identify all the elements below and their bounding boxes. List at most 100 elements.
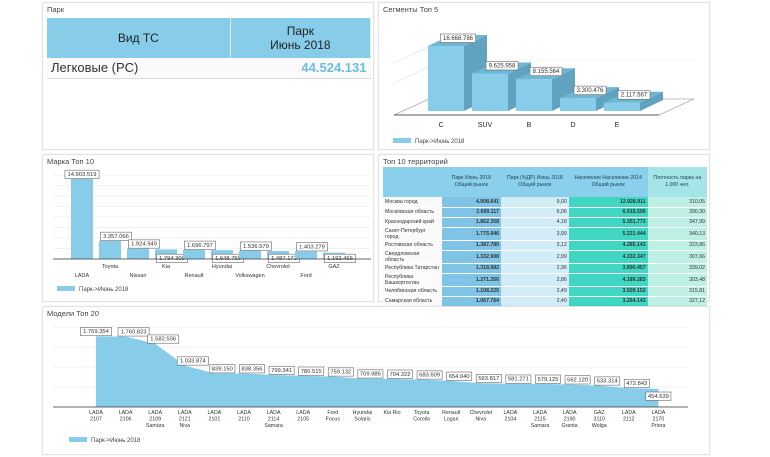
category-label: LADA <box>267 410 281 416</box>
legend-label: Парк->Июнь 2018 <box>91 438 141 444</box>
table-cell: Республика Татарстан <box>383 263 442 274</box>
point-value-label: 1.033.874 <box>180 359 207 365</box>
bar-value-label-box <box>240 241 272 251</box>
table-row: Республика Башкортостан 1.271.356 2,86 4.18… <box>383 273 707 287</box>
bar-value-label: 1.924.949 <box>131 242 157 248</box>
column-header: Парк (%ДР) Июнь 2018 Общий рынок <box>501 167 569 197</box>
col-vehicle-type: Вид ТС <box>47 18 231 58</box>
category-label: Wolga <box>592 423 607 429</box>
segments-title: Сегменты Топ 5 <box>383 5 439 14</box>
table-cell: 2,96 <box>501 263 569 274</box>
legend-swatch <box>393 138 411 143</box>
category-label: Toyota <box>414 410 430 416</box>
category-label: C <box>438 122 443 129</box>
point-value-label: 799.341 <box>271 368 292 374</box>
bar-value-label-box <box>573 85 607 95</box>
bar-value-label-box <box>64 169 100 179</box>
table-cell: 4.008.641 <box>441 197 502 208</box>
table-cell: 3.890.457 <box>568 263 648 274</box>
category-label: 2110 <box>238 417 249 423</box>
table-cell: 1.271.356 <box>441 273 502 287</box>
column-header: Парк Июнь 2018 Общий рынок <box>441 167 502 197</box>
table-cell: 1.862.358 <box>441 217 502 228</box>
bar <box>295 251 317 259</box>
bar-value-label-box <box>296 242 328 252</box>
table-cell: 1.387.780 <box>441 240 502 251</box>
category-label: Priora <box>651 423 665 429</box>
column-header: Плотность парка на 1.000 чел. <box>647 167 707 197</box>
bar-value-label: 1.403.279 <box>299 244 325 250</box>
point-value-label: 780.515 <box>301 369 322 375</box>
table-row: Самарская область 1.067.764 2,40 3.264.143 3… <box>383 296 707 307</box>
segments-panel: Сегменты Топ 5 16.668.786 C 9.625.958 SUV 8.… <box>378 2 710 150</box>
table-row: Краснодарский край 1.862.358 4,18 5.351.773… <box>383 217 707 228</box>
table-cell: 3,99 <box>501 227 569 241</box>
bar-value-label: 14.903.519 <box>67 172 96 178</box>
point-value-label: 593.817 <box>478 376 499 382</box>
category-label: 2105 <box>297 417 309 423</box>
category-label: 2101 <box>209 417 221 423</box>
point-value-label: 704.322 <box>390 372 411 378</box>
point-value-label: 839.150 <box>212 366 233 372</box>
bar-side <box>640 91 663 111</box>
category-label: 3110 <box>594 417 605 423</box>
gridline <box>393 46 430 64</box>
table-cell: 1.318.982 <box>441 263 502 274</box>
park-title: Парк <box>47 5 65 14</box>
bar <box>428 46 464 111</box>
point-value-label-box <box>357 369 384 379</box>
category-label: Chevrolet <box>469 410 492 416</box>
models-chart: 1.769.354LADA21071.760.823LADA21061.582.… <box>53 326 688 444</box>
table-cell: 2,49 <box>501 286 569 297</box>
point-value-label-box <box>147 334 180 344</box>
table-cell: 5.351.773 <box>568 217 648 228</box>
bar <box>472 73 508 111</box>
table-cell: 303,48 <box>647 273 707 287</box>
category-label: LADA <box>148 410 162 416</box>
brands-title: Марка Топ 10 <box>47 157 95 166</box>
table-row: Санкт-Петербург город 1.775.946 3,99 5.221.… <box>383 227 707 241</box>
category-label: Ford <box>327 410 338 416</box>
point-value-label: 1.582.506 <box>150 337 176 343</box>
table-cell: 327,12 <box>647 296 707 307</box>
category-label: Niva <box>475 417 486 423</box>
bar-side <box>596 87 619 111</box>
point-value-label-box <box>446 371 473 381</box>
point-value-label: 683.609 <box>419 373 440 379</box>
category-label: Focus <box>326 417 341 423</box>
category-label: LADA <box>563 410 577 416</box>
table-cell: Свердловская область <box>383 250 442 264</box>
bar-value-label-box <box>529 66 563 76</box>
point-value-label: 654.040 <box>449 374 470 380</box>
legend-swatch <box>69 437 87 442</box>
legend-label: Парк->Июнь 2018 <box>415 139 465 145</box>
point-value-label-box <box>535 374 561 384</box>
table-cell: 1.775.946 <box>441 227 502 241</box>
table-cell: 6,06 <box>501 207 569 218</box>
bar-value-label: 3.357.066 <box>103 234 129 240</box>
table-cell: Ростовская область <box>383 240 442 251</box>
col-park: Парк Июнь 2018 <box>230 18 372 58</box>
point-value-label-box <box>80 327 112 337</box>
table-cell: 3.264.143 <box>568 296 648 307</box>
table-cell: 4.189.283 <box>568 273 648 287</box>
table-cell: Москва город <box>383 197 442 208</box>
category-label: Solaris <box>354 417 371 423</box>
bar-value-label-box <box>100 231 132 241</box>
point-value-label-box <box>594 376 621 386</box>
table-cell: 310,05 <box>647 197 707 208</box>
point-value-label: 759.132 <box>330 370 351 376</box>
point-value-label-box <box>176 356 209 366</box>
table-cell: Самарская область <box>383 296 442 307</box>
bar-value-label-box <box>440 33 476 43</box>
bar-value-label: 16.668.786 <box>443 36 474 42</box>
category-label: Samara <box>146 423 165 429</box>
point-value-label: 1.769.354 <box>83 329 110 335</box>
table-cell: 4,18 <box>501 217 569 228</box>
table-row: Московская область 2.699.117 6,06 6.915.500… <box>383 207 707 218</box>
table-cell: 1.108.225 <box>441 286 502 297</box>
table-cell: 347,99 <box>647 217 707 228</box>
table-cell: 2,99 <box>501 250 569 264</box>
table-cell: Республика Башкортостан <box>383 273 442 287</box>
category-label: Volkswagen <box>235 273 264 279</box>
